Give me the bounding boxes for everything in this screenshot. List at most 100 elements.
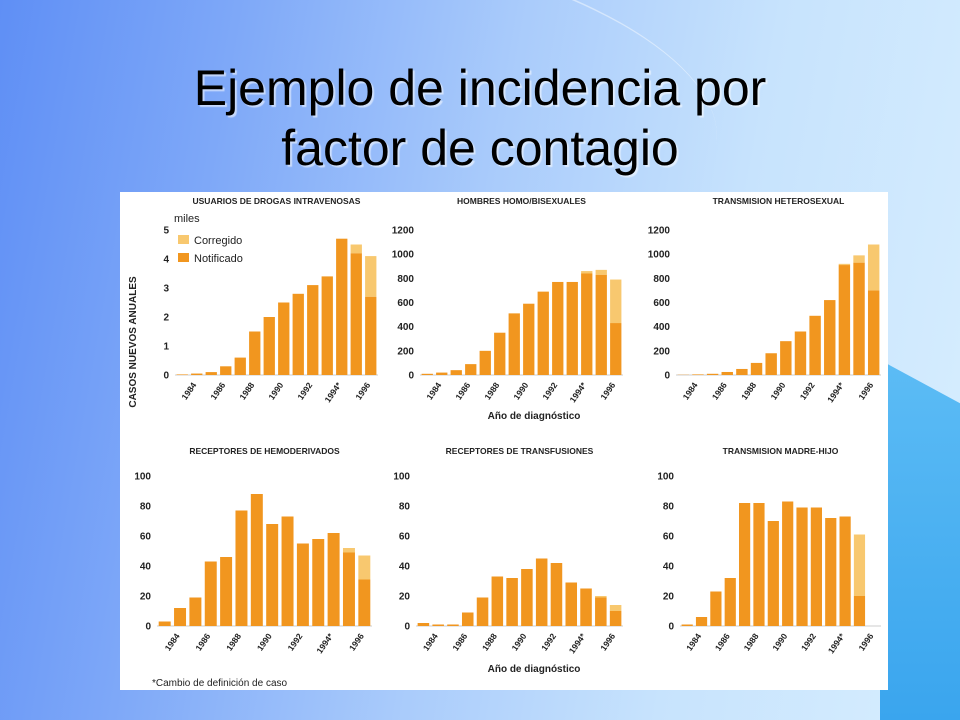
x-tick-label: 1990 (255, 631, 274, 652)
bar-reported (234, 357, 246, 375)
x-tick-label: 1990 (768, 380, 787, 401)
bar-reported (266, 524, 279, 626)
chart-panel-6: TRANSMISION MADRE-HIJO 0 20 40 60 80 100 1984 19… (657, 446, 881, 655)
y-tick-label: 80 (663, 502, 675, 513)
bar-reported (867, 290, 880, 375)
x-tick-label: 1996 (598, 631, 617, 652)
x-tick-label: 1986 (450, 631, 469, 652)
bar-reported (825, 518, 837, 626)
y-tick-label: 40 (663, 562, 675, 573)
x-tick-label: 1988 (742, 631, 761, 652)
x-tick-label: 1994* (825, 380, 846, 405)
bar-reported (796, 507, 808, 626)
bar-reported (750, 362, 763, 375)
bar-reported (839, 516, 851, 626)
bar-reported (461, 612, 474, 626)
x-tick-label: 1992 (799, 631, 818, 652)
bar-reported (307, 285, 319, 375)
bar-reported (724, 578, 736, 626)
slide-title: Ejemplo de incidencia por factor de cont… (60, 58, 900, 178)
x-tick-label: 1984 (421, 631, 440, 652)
slide-title-line-1: Ejemplo de incidencia por (193, 60, 767, 116)
bar-reported (491, 576, 504, 626)
bar-reported (721, 371, 733, 375)
y-tick-label: 800 (653, 274, 670, 285)
bar-reported (296, 543, 309, 626)
x-tick-label: 1992 (285, 631, 304, 652)
chart-panel-5: RECEPTORES DE TRANSFUSIONES 0 20 40 60 80 100 1… (393, 446, 623, 655)
bar-reported (292, 293, 304, 375)
bar-corrected (350, 244, 362, 254)
y-tick-label: 800 (397, 274, 414, 285)
x-tick-label: 1994* (322, 380, 343, 405)
bar-reported (358, 579, 371, 626)
x-tick-label: 1990 (509, 631, 528, 652)
y-tick-label: 60 (140, 532, 152, 543)
bar-reported (432, 624, 444, 626)
x-axis-label-bottom: Año de diagnóstico (488, 664, 581, 675)
bar-reported (421, 373, 433, 375)
bar-reported (176, 374, 188, 375)
bar-reported (263, 317, 275, 375)
y-tick-label: 100 (134, 472, 151, 483)
bar-reported (767, 521, 779, 626)
bar-reported (281, 516, 294, 626)
bar-reported (695, 617, 708, 626)
bar-corrected (609, 605, 622, 611)
y-tick-label: 400 (653, 322, 670, 333)
y-tick-label: 100 (393, 472, 410, 483)
bar-reported (174, 608, 187, 626)
bar-reported (550, 563, 563, 626)
bar-reported (321, 276, 333, 375)
x-tick-label: 1984 (681, 380, 700, 401)
y-tick-label: 3 (163, 284, 169, 295)
x-tick-label: 1990 (770, 631, 789, 652)
bar-reported (753, 503, 765, 626)
bar-reported (191, 373, 203, 375)
bar-reported (853, 262, 865, 375)
x-tick-label: 1990 (511, 380, 530, 401)
bar-reported (794, 331, 807, 375)
y-tick-label: 5 (163, 226, 169, 237)
bar-reported (479, 350, 491, 375)
bar-corrected (595, 596, 607, 598)
bar-reported (523, 303, 535, 375)
x-tick-label: 1986 (710, 380, 729, 401)
bar-reported (736, 368, 748, 375)
bar-reported (681, 624, 693, 626)
bar-reported (336, 238, 348, 375)
x-tick-label: 1986 (453, 380, 472, 401)
bar-corrected (838, 263, 851, 266)
bar-reported (521, 569, 533, 626)
bar-reported (220, 557, 233, 626)
units-label: miles (174, 213, 200, 225)
bar-reported (692, 374, 704, 375)
y-tick-label: 4 (163, 255, 169, 266)
bar-reported (765, 353, 777, 375)
bar-reported (312, 539, 325, 626)
bar-reported (342, 552, 355, 626)
y-tick-label: 20 (140, 592, 152, 603)
bar-reported (610, 323, 622, 375)
y-tick-label: 200 (397, 346, 414, 357)
bar-reported (278, 302, 290, 375)
bar-corrected (853, 534, 866, 596)
x-tick-label: 1992 (539, 631, 558, 652)
y-tick-label: 1000 (392, 250, 415, 261)
x-tick-label: 1996 (347, 631, 366, 652)
bar-corrected (610, 279, 622, 324)
bar-reported (327, 533, 340, 626)
x-tick-label: 1996 (598, 380, 617, 401)
y-tick-label: 0 (404, 622, 410, 633)
bar-corrected (581, 271, 593, 274)
bar-reported (580, 588, 592, 626)
bar-corrected (867, 244, 880, 291)
y-tick-label: 100 (657, 472, 674, 483)
x-axis-label-top: Año de diagnóstico (488, 411, 581, 422)
legend-swatch-reported (178, 253, 189, 262)
bar-corrected (853, 255, 865, 263)
y-tick-label: 0 (668, 622, 674, 633)
y-tick-label: 600 (653, 298, 670, 309)
bar-reported (189, 597, 202, 626)
legend: Corregido Notificado (178, 235, 243, 265)
